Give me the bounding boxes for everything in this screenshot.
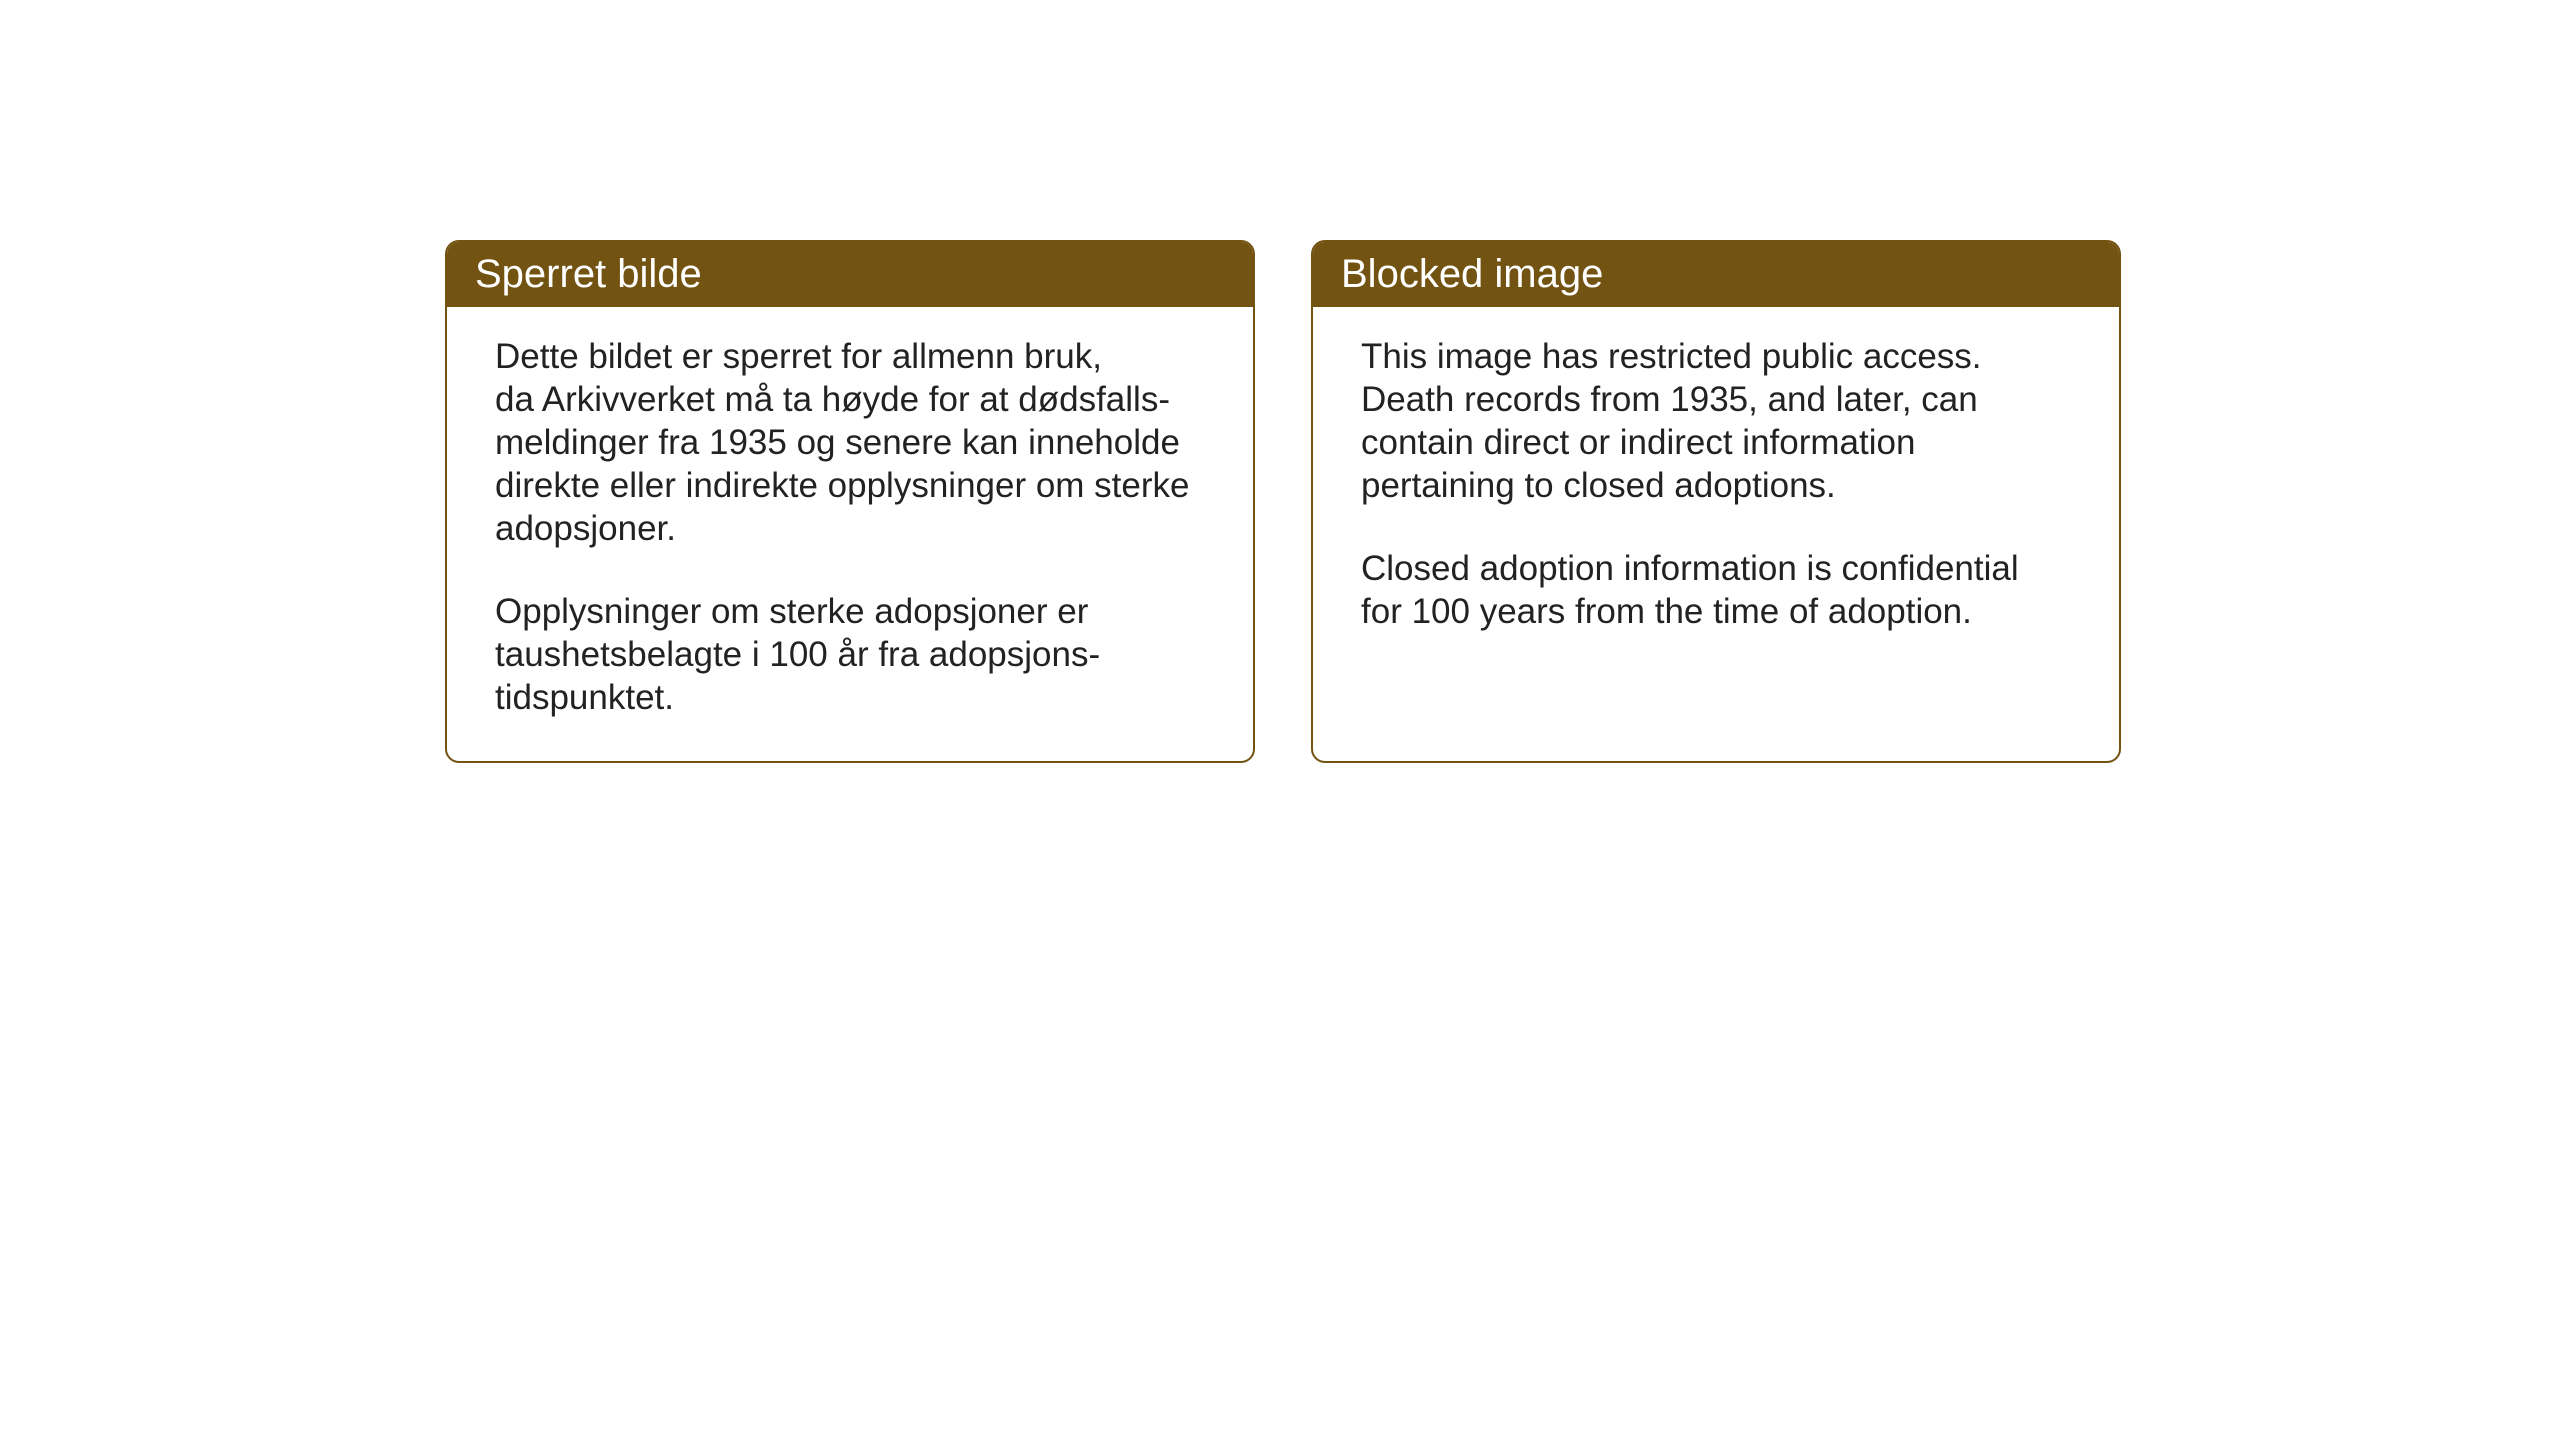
notice-title-norwegian: Sperret bilde [447,242,1253,307]
notice-container: Sperret bilde Dette bildet er sperret fo… [445,240,2121,763]
notice-paragraph-1-norwegian: Dette bildet er sperret for allmenn bruk… [495,335,1205,550]
notice-paragraph-2-english: Closed adoption information is confident… [1361,547,2071,633]
notice-box-norwegian: Sperret bilde Dette bildet er sperret fo… [445,240,1255,763]
notice-box-english: Blocked image This image has restricted … [1311,240,2121,763]
notice-paragraph-2-norwegian: Opplysninger om sterke adopsjoner er tau… [495,590,1205,719]
notice-title-english: Blocked image [1313,242,2119,307]
notice-body-norwegian: Dette bildet er sperret for allmenn bruk… [447,307,1253,761]
notice-body-english: This image has restricted public access.… [1313,307,2119,675]
notice-paragraph-1-english: This image has restricted public access.… [1361,335,2071,507]
